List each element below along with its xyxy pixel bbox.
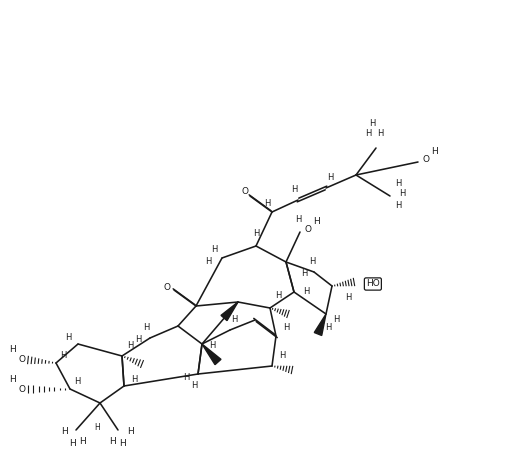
Text: H: H bbox=[253, 229, 259, 238]
Text: H: H bbox=[143, 324, 149, 333]
Text: H: H bbox=[295, 216, 301, 225]
Text: H: H bbox=[94, 423, 100, 432]
Text: H: H bbox=[69, 439, 75, 447]
Text: H: H bbox=[10, 346, 16, 355]
Text: H: H bbox=[264, 200, 270, 209]
Text: H: H bbox=[395, 202, 401, 211]
Text: H: H bbox=[131, 375, 137, 384]
Text: H: H bbox=[275, 292, 281, 300]
Text: H: H bbox=[303, 287, 309, 297]
Text: H: H bbox=[431, 147, 437, 156]
Text: H: H bbox=[60, 350, 66, 359]
Text: O: O bbox=[242, 187, 249, 195]
Text: H: H bbox=[327, 173, 333, 182]
Text: H: H bbox=[135, 335, 141, 344]
Text: H: H bbox=[118, 439, 125, 447]
Text: H: H bbox=[333, 316, 339, 325]
Text: O: O bbox=[305, 226, 312, 235]
Text: H: H bbox=[369, 120, 375, 129]
Text: H: H bbox=[108, 438, 115, 447]
Polygon shape bbox=[314, 314, 326, 335]
Text: H: H bbox=[10, 374, 16, 383]
Text: H: H bbox=[126, 428, 133, 437]
Text: O: O bbox=[423, 155, 430, 164]
Text: H: H bbox=[291, 186, 297, 195]
Text: H: H bbox=[127, 341, 133, 350]
Text: H: H bbox=[395, 179, 401, 188]
Text: H: H bbox=[399, 189, 405, 198]
Text: H: H bbox=[313, 218, 320, 227]
Text: H: H bbox=[74, 376, 80, 385]
Text: H: H bbox=[211, 245, 217, 254]
Text: H: H bbox=[309, 258, 315, 267]
Text: H: H bbox=[191, 382, 197, 390]
Text: H: H bbox=[279, 351, 285, 360]
Text: H: H bbox=[377, 130, 383, 138]
Text: H: H bbox=[79, 438, 85, 447]
Text: HO: HO bbox=[366, 279, 380, 289]
Text: H: H bbox=[325, 324, 331, 333]
Text: H: H bbox=[183, 374, 189, 382]
Text: O: O bbox=[163, 284, 170, 292]
Polygon shape bbox=[202, 344, 221, 365]
Text: H: H bbox=[365, 130, 371, 138]
Text: H: H bbox=[283, 324, 289, 333]
Text: H: H bbox=[61, 428, 67, 437]
Text: H: H bbox=[65, 333, 71, 341]
Text: O: O bbox=[19, 356, 25, 365]
Text: O: O bbox=[19, 384, 25, 393]
Text: H: H bbox=[205, 258, 211, 267]
Text: H: H bbox=[209, 341, 215, 350]
Text: H: H bbox=[301, 269, 307, 278]
Text: H: H bbox=[345, 293, 351, 302]
Polygon shape bbox=[221, 302, 238, 321]
Text: H: H bbox=[231, 316, 237, 325]
